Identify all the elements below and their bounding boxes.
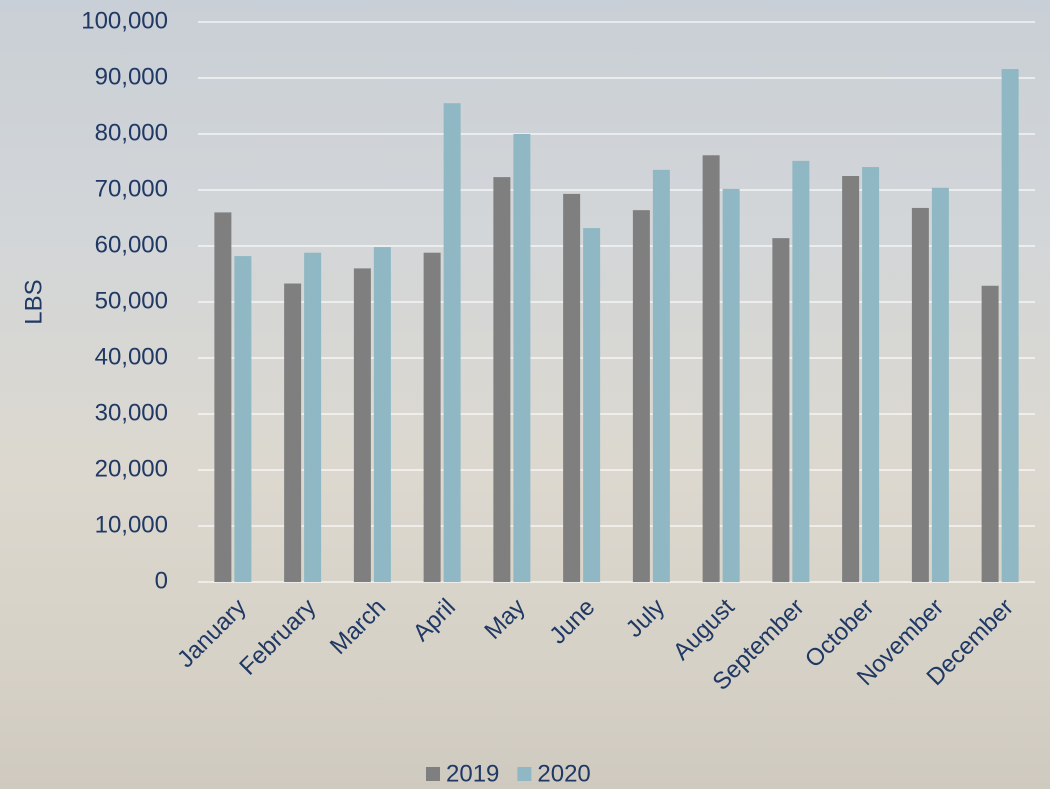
bar xyxy=(284,284,301,582)
bar xyxy=(493,177,510,582)
y-tick-label: 50,000 xyxy=(95,287,168,314)
legend-swatch xyxy=(517,767,531,781)
legend-label: 2019 xyxy=(446,760,499,787)
x-tick-label: June xyxy=(544,594,600,650)
y-tick-label: 40,000 xyxy=(95,343,168,370)
y-tick-label: 30,000 xyxy=(95,399,168,426)
bar xyxy=(234,256,251,582)
bar xyxy=(214,212,231,582)
x-tick-label: May xyxy=(479,594,530,645)
y-tick-label: 60,000 xyxy=(95,231,168,258)
legend-swatch xyxy=(426,767,440,781)
bar xyxy=(772,238,789,582)
bar xyxy=(723,189,740,582)
bar xyxy=(563,194,580,582)
y-tick-label: 100,000 xyxy=(81,7,168,34)
bar xyxy=(374,247,391,582)
bar xyxy=(842,176,859,582)
x-tick-label: July xyxy=(621,594,670,643)
x-tick-label: February xyxy=(234,594,321,681)
x-tick-label: April xyxy=(408,594,461,647)
bar xyxy=(912,208,929,582)
bar xyxy=(1002,69,1019,582)
bar xyxy=(653,170,670,582)
y-tick-label: 80,000 xyxy=(95,119,168,146)
y-axis-label: LBS xyxy=(20,279,47,324)
bar xyxy=(862,167,879,582)
bar xyxy=(792,161,809,582)
bar xyxy=(354,268,371,582)
bar xyxy=(703,155,720,582)
bar xyxy=(932,188,949,582)
legend-label: 2020 xyxy=(537,760,590,787)
bar xyxy=(982,286,999,582)
bar xyxy=(444,103,461,582)
y-tick-label: 90,000 xyxy=(95,63,168,90)
bar xyxy=(304,253,321,582)
x-tick-label: March xyxy=(325,594,391,660)
bar xyxy=(513,134,530,582)
y-tick-label: 0 xyxy=(155,567,168,594)
bar xyxy=(424,253,441,582)
bar xyxy=(583,228,600,582)
y-tick-label: 70,000 xyxy=(95,175,168,202)
y-tick-label: 10,000 xyxy=(95,511,168,538)
y-tick-label: 20,000 xyxy=(95,455,168,482)
page: LBS 0 10,000 20,000 30,000 40,000 50,000 60,00… xyxy=(0,0,1050,789)
chart: LBS 0 10,000 20,000 30,000 40,000 50,000 60,00… xyxy=(0,0,1050,789)
bar xyxy=(633,210,650,582)
